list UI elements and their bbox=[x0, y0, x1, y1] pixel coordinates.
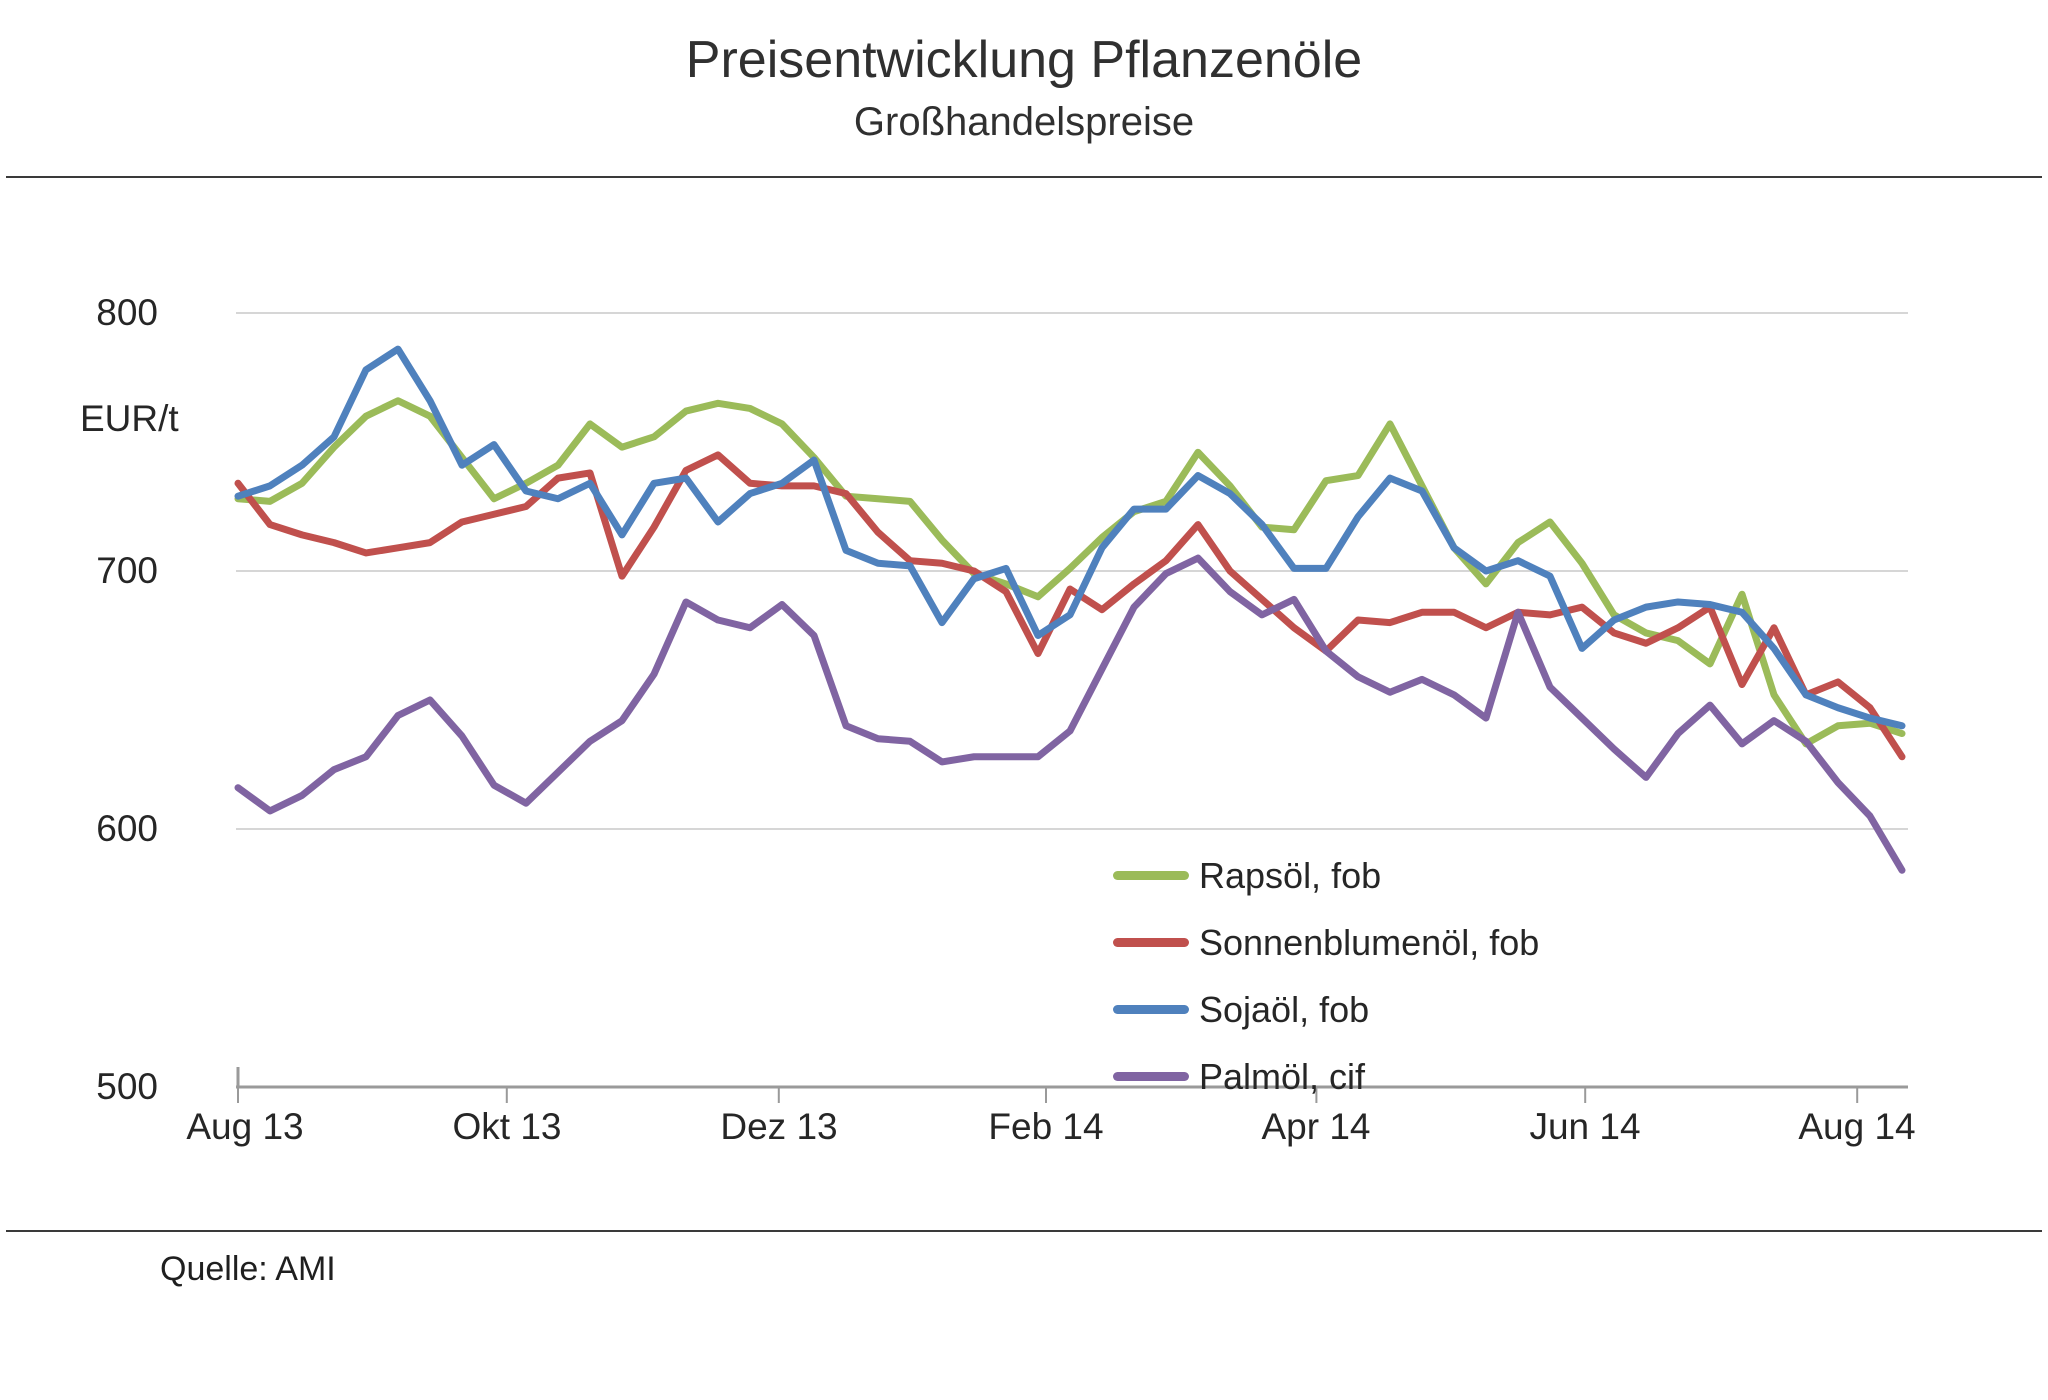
legend-swatch-0 bbox=[1113, 871, 1189, 880]
legend-item-rapsoel: Rapsöl, fob bbox=[1113, 842, 1539, 909]
y-tick-label-700: 700 bbox=[96, 550, 158, 591]
series-line-1-sonnenblumen-l-fob bbox=[234, 451, 1906, 761]
x-tick-label-jun14: Jun 14 bbox=[1529, 1106, 1641, 1147]
x-tick-label-aug14: Aug 14 bbox=[1798, 1106, 1916, 1147]
legend-swatch-3 bbox=[1113, 1072, 1189, 1081]
legend-item-sonnenblumenoel: Sonnenblumenöl, fob bbox=[1113, 909, 1539, 976]
y-axis-unit-label: EUR/t bbox=[80, 398, 179, 439]
legend-label-3: Palmöl, cif bbox=[1199, 1055, 1366, 1097]
series-line-0-raps-l-fob bbox=[234, 397, 1906, 748]
y-tick-label-500: 500 bbox=[96, 1066, 158, 1107]
legend-swatch-2 bbox=[1113, 1005, 1189, 1014]
legend-label-1: Sonnenblumenöl, fob bbox=[1199, 921, 1540, 963]
x-tick-label-dez13: Dez 13 bbox=[720, 1106, 838, 1147]
legend-label-2: Sojaöl, fob bbox=[1199, 988, 1370, 1030]
chart-subtitle: Großhandelspreise bbox=[853, 100, 1195, 144]
legend-swatch-1 bbox=[1113, 938, 1189, 947]
legend: Rapsöl, fob Sonnenblumenöl, fob Sojaöl, … bbox=[1113, 842, 1539, 1110]
legend-item-palmoel: Palmöl, cif bbox=[1113, 1043, 1539, 1110]
chart-title: Preisentwicklung Pflanzenöle bbox=[685, 31, 1363, 89]
top-divider bbox=[6, 176, 2042, 178]
y-tick-label-600: 600 bbox=[96, 808, 158, 849]
legend-label-0: Rapsöl, fob bbox=[1199, 854, 1382, 896]
x-tick-label-aug13: Aug 13 bbox=[186, 1106, 304, 1147]
x-tick-label-feb14: Feb 14 bbox=[988, 1106, 1104, 1147]
series-line-2-soja-l-fob bbox=[234, 345, 1906, 730]
x-tick-label-okt13: Okt 13 bbox=[452, 1106, 562, 1147]
series-line-3-palm-l-cif bbox=[234, 554, 1906, 874]
chart-header: Preisentwicklung Pflanzenöle Großhandels… bbox=[0, 30, 2048, 145]
source-note: Quelle: AMI bbox=[160, 1250, 336, 1288]
y-tick-label-800: 800 bbox=[96, 292, 158, 333]
x-tick-label-apr14: Apr 14 bbox=[1261, 1106, 1371, 1147]
bottom-divider bbox=[6, 1230, 2042, 1232]
legend-item-sojaoel: Sojaöl, fob bbox=[1113, 976, 1539, 1043]
